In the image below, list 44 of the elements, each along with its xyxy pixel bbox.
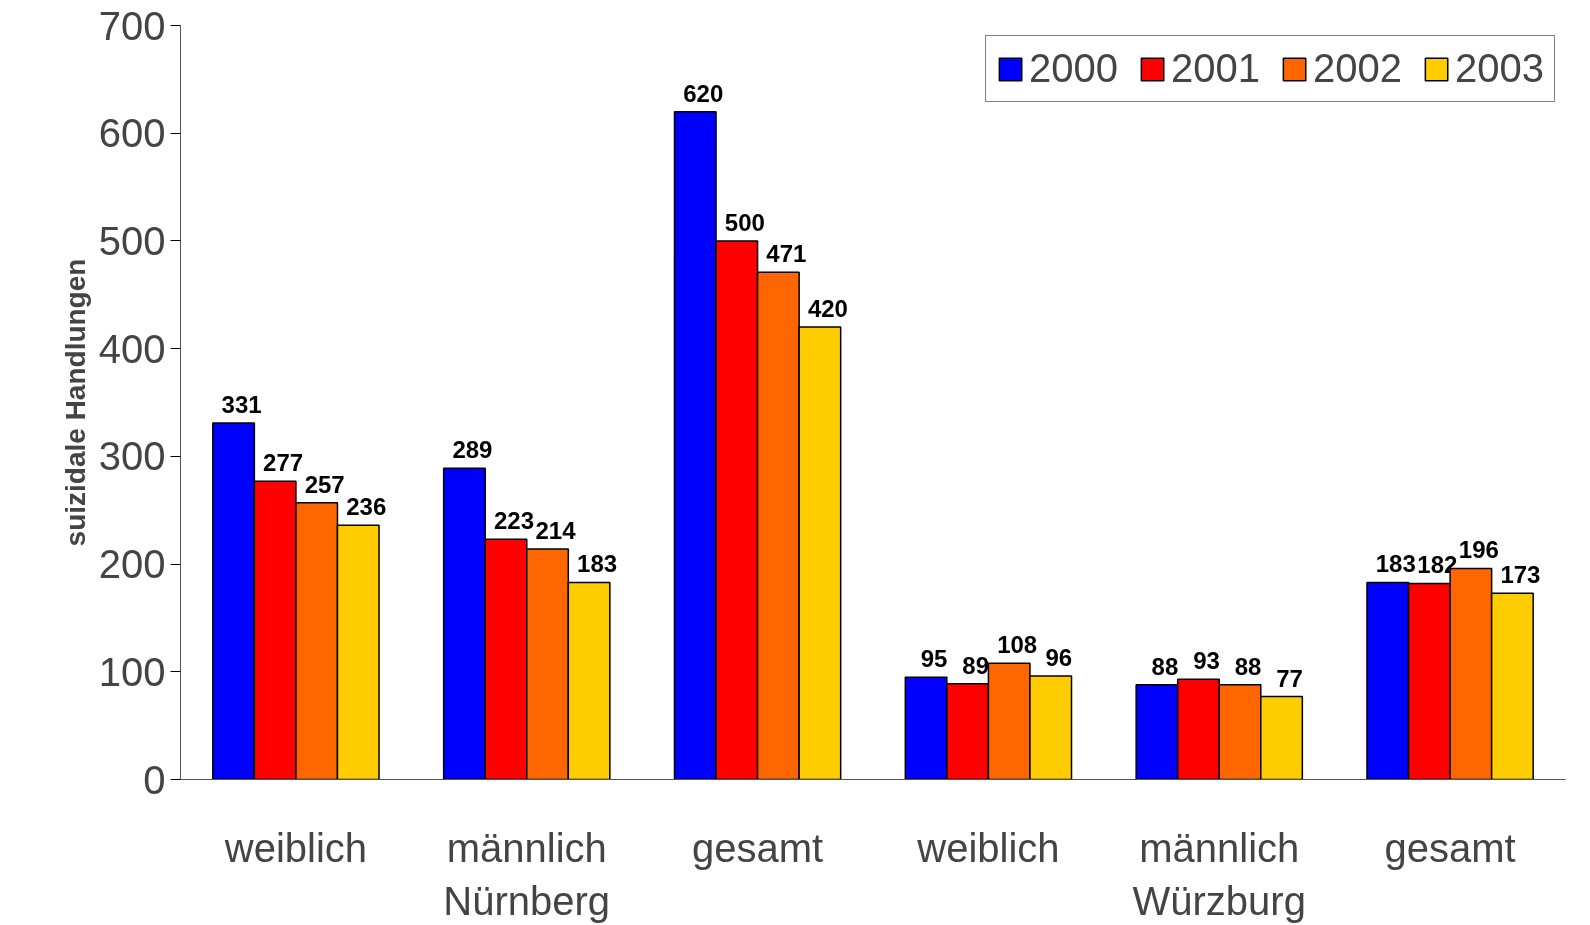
data-label: 500	[724, 208, 765, 236]
data-label: 196	[1458, 536, 1499, 564]
data-label: 93	[1193, 647, 1220, 675]
data-label: 183	[1375, 550, 1416, 578]
data-label: 277	[263, 449, 304, 477]
x-tick-label: gesamt	[692, 825, 824, 870]
y-tick-label: 0	[143, 757, 166, 802]
data-label: 96	[1045, 644, 1073, 672]
data-label: 89	[962, 651, 989, 679]
y-tick-label: 200	[98, 542, 166, 587]
x-tick-label: gesamt	[1384, 825, 1516, 870]
x-tick-label: weiblich	[223, 825, 368, 870]
legend-label: 2003	[1455, 46, 1544, 91]
data-label: 95	[920, 645, 948, 673]
data-label: 77	[1276, 664, 1303, 692]
y-tick-label: 300	[98, 434, 166, 479]
y-axis-title: suizidale Handlungen	[59, 258, 91, 547]
y-tick-label: 500	[98, 218, 166, 263]
legend-label: 2000	[1029, 46, 1119, 91]
data-label: 471	[766, 240, 807, 268]
data-label: 236	[346, 493, 387, 521]
data-label: 173	[1500, 561, 1541, 589]
data-label: 214	[535, 516, 577, 544]
legend-label: 2001	[1171, 46, 1261, 91]
data-label: 289	[452, 436, 493, 464]
legend-label: 2002	[1313, 46, 1403, 91]
data-label: 183	[577, 550, 618, 578]
data-label: 420	[807, 295, 848, 323]
x-tick-label: männlich	[446, 825, 607, 870]
text: Würzburg	[1132, 878, 1306, 923]
data-label: 108	[997, 631, 1038, 659]
data-label: 223	[493, 507, 534, 535]
y-tick-label: 700	[98, 3, 166, 48]
text: Nürnberg	[443, 878, 611, 923]
data-label: 620	[683, 79, 724, 107]
x-tick-label: weiblich	[916, 825, 1060, 870]
data-label: 88	[1151, 652, 1179, 680]
y-tick-label: 100	[98, 649, 166, 694]
x-tick-label: männlich	[1139, 825, 1300, 870]
data-label: 331	[221, 390, 262, 418]
y-tick-label: 600	[98, 111, 166, 156]
data-label: 257	[304, 470, 345, 498]
y-tick-label: 400	[98, 326, 166, 371]
data-label: 88	[1234, 652, 1262, 680]
